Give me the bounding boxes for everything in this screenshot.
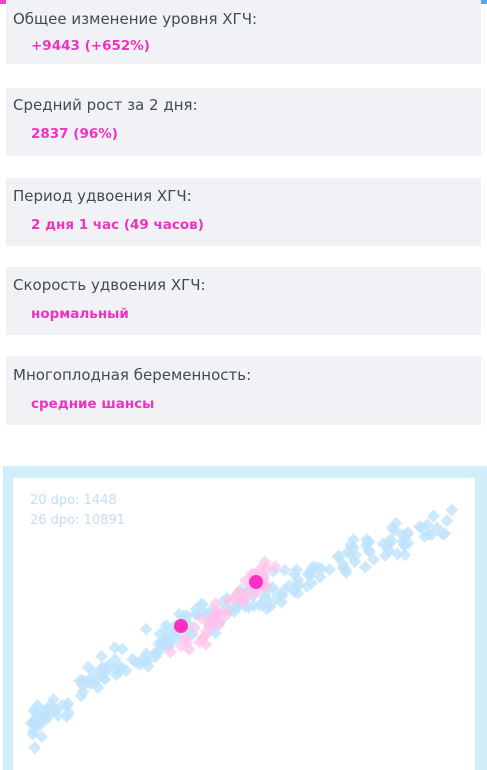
stat-card-average-growth: Средний рост за 2 дня: 2837 (96%): [6, 88, 481, 156]
user-measurement-point-2: [249, 575, 263, 589]
reference-point: [367, 553, 380, 566]
stat-value: средние шансы: [31, 396, 155, 412]
stat-card-total-change: Общее изменение уровня ХГЧ: +9443 (+652%…: [6, 0, 481, 64]
reference-point: [153, 627, 167, 641]
user-band-point: [199, 638, 213, 651]
reference-point: [358, 560, 372, 574]
reference-point: [378, 549, 392, 562]
stat-card-doubling-rate: Скорость удвоения ХГЧ: нормальный: [6, 267, 481, 335]
stat-value: 2837 (96%): [31, 126, 118, 142]
legend-entry-1: 20 dpo: 1448: [30, 493, 117, 508]
stat-card-multiple-pregnancy: Многоплодная беременность: средние шансы: [6, 356, 481, 425]
reference-point: [381, 538, 395, 552]
reference-point: [28, 741, 42, 754]
hcg-scatter-plot: [24, 503, 459, 754]
stat-value: 2 дня 1 час (49 часов): [31, 217, 204, 233]
stat-value: нормальный: [31, 306, 129, 322]
reference-point: [421, 518, 434, 532]
stat-label: Многоплодная беременность:: [13, 366, 252, 384]
stat-value: +9443 (+652%): [31, 38, 150, 54]
reference-point: [26, 716, 40, 730]
user-band-point: [212, 618, 226, 632]
legend-dpo: 26 dpo: [30, 513, 76, 528]
reference-point: [139, 622, 153, 636]
reference-point: [305, 566, 318, 580]
reference-point: [440, 514, 454, 528]
user-measurement-point-1: [174, 619, 188, 633]
reference-point: [398, 548, 412, 562]
reference-point: [445, 503, 459, 517]
reference-point: [395, 535, 409, 548]
legend-entry-2: 26 dpo: 10891: [30, 513, 126, 528]
reference-point: [154, 638, 168, 652]
hcg-chart: 20 dpo: 1448 26 dpo: 10891: [13, 478, 475, 770]
reference-point: [116, 642, 129, 656]
reference-point: [315, 562, 329, 576]
user-band-point: [210, 604, 224, 618]
legend-value: 1448: [83, 493, 117, 508]
reference-point: [278, 563, 292, 577]
user-band-point: [164, 645, 177, 659]
stat-label: Период удвоения ХГЧ:: [13, 187, 192, 205]
stat-label: Скорость удвоения ХГЧ:: [13, 276, 206, 294]
stat-label: Общее изменение уровня ХГЧ:: [13, 10, 258, 28]
legend-dpo: 20 dpo: [30, 493, 76, 508]
reference-point: [196, 604, 209, 618]
stat-card-doubling-period: Период удвоения ХГЧ: 2 дня 1 час (49 час…: [6, 178, 481, 246]
legend-value: 10891: [83, 513, 126, 528]
hcg-chart-panel: 20 dpo: 1448 26 dpo: 10891: [3, 466, 487, 770]
reference-point: [159, 619, 173, 632]
reference-point: [95, 649, 108, 663]
reference-point: [77, 675, 91, 689]
stat-label: Средний рост за 2 дня:: [13, 96, 198, 114]
user-band-point: [182, 642, 196, 656]
